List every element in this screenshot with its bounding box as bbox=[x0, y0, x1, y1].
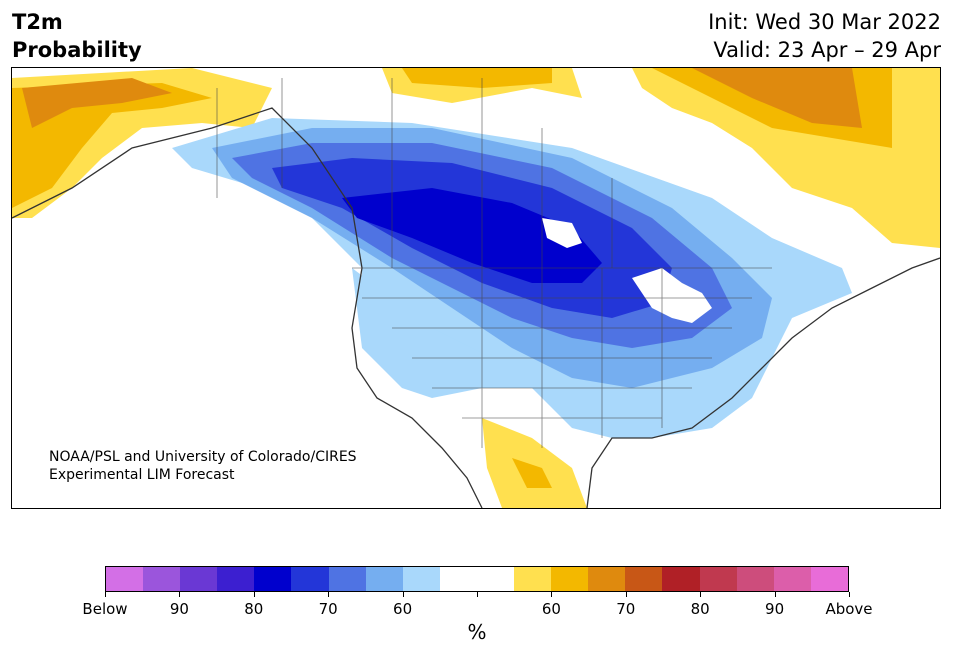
map-title: T2m Probability bbox=[12, 8, 142, 64]
credit-line-2: Experimental LIM Forecast bbox=[49, 467, 235, 483]
colorbar-tick-label: 70 bbox=[318, 600, 338, 618]
cold-region-90 bbox=[342, 188, 602, 283]
colorbar-tick bbox=[774, 592, 776, 597]
probability-colorbar bbox=[105, 566, 849, 592]
map-canvas bbox=[12, 68, 940, 508]
colorbar-tick bbox=[253, 592, 255, 597]
colorbar-segment bbox=[773, 567, 811, 591]
colorbar-segment bbox=[254, 567, 292, 591]
colorbar-tick-label: 80 bbox=[690, 600, 710, 618]
colorbar-segment bbox=[588, 567, 626, 591]
colorbar-segment bbox=[106, 567, 144, 591]
warm-region-canada-north-core bbox=[402, 68, 552, 88]
valid-date: Valid: 23 Apr – 29 Apr bbox=[713, 38, 941, 62]
colorbar-tick-label: 60 bbox=[393, 600, 413, 618]
colorbar-tick-label: 80 bbox=[244, 600, 264, 618]
warm-region-alaska-peak bbox=[22, 78, 172, 128]
warm-region-greenland-peak bbox=[692, 68, 862, 128]
colorbar-tick-label: 90 bbox=[765, 600, 785, 618]
title-line-1: T2m bbox=[12, 10, 63, 34]
colorbar-segment bbox=[402, 567, 440, 591]
colorbar-tick bbox=[849, 592, 850, 597]
colorbar-segment bbox=[143, 567, 181, 591]
colorbar-segment bbox=[476, 567, 515, 591]
colorbar-tick bbox=[551, 592, 553, 597]
colorbar-segment bbox=[514, 567, 552, 591]
colorbar-ticks bbox=[105, 592, 850, 600]
warm-region-alaska-core bbox=[12, 83, 212, 208]
colorbar-segment bbox=[291, 567, 329, 591]
colorbar-segment bbox=[217, 567, 255, 591]
colorbar-tick bbox=[179, 592, 181, 597]
state-borders bbox=[352, 267, 772, 448]
colorbar-unit: % bbox=[467, 620, 487, 644]
canada-borders bbox=[216, 78, 613, 268]
forecast-dates: Init: Wed 30 Mar 2022 Valid: 23 Apr – 29… bbox=[708, 8, 941, 64]
colorbar-tick bbox=[625, 592, 627, 597]
colorbar-segment bbox=[699, 567, 737, 591]
colorbar-segment bbox=[551, 567, 589, 591]
colorbar-segment bbox=[625, 567, 663, 591]
colorbar-segment bbox=[365, 567, 403, 591]
colorbar-tick bbox=[700, 592, 702, 597]
colorbar-tick-label: 70 bbox=[616, 600, 636, 618]
colorbar-tick bbox=[402, 592, 404, 597]
colorbar-segment bbox=[810, 567, 848, 591]
colorbar-tick-label: 90 bbox=[169, 600, 189, 618]
colorbar-tick-label: Below bbox=[82, 600, 128, 618]
colorbar-tick bbox=[105, 592, 106, 597]
colorbar-tick bbox=[477, 592, 478, 597]
colorbar-tick bbox=[328, 592, 330, 597]
forecast-map bbox=[11, 67, 941, 509]
colorbar-tick-label: 60 bbox=[541, 600, 561, 618]
colorbar-segment bbox=[736, 567, 774, 591]
credit-line-1: NOAA/PSL and University of Colorado/CIRE… bbox=[49, 449, 357, 465]
init-date: Init: Wed 30 Mar 2022 bbox=[708, 10, 941, 34]
title-line-2: Probability bbox=[12, 38, 142, 62]
hudson-bay bbox=[542, 218, 582, 248]
map-credit: NOAA/PSL and University of Colorado/CIRE… bbox=[49, 448, 357, 484]
colorbar-segment bbox=[662, 567, 700, 591]
great-lakes bbox=[632, 268, 712, 323]
colorbar-segment bbox=[328, 567, 366, 591]
colorbar-segment bbox=[180, 567, 218, 591]
cold-region-60-west bbox=[352, 268, 532, 398]
warm-region-mexico bbox=[482, 418, 587, 508]
warm-region-mexico-core bbox=[512, 458, 552, 488]
colorbar-tick-label: Above bbox=[825, 600, 873, 618]
colorbar-segment bbox=[439, 567, 477, 591]
